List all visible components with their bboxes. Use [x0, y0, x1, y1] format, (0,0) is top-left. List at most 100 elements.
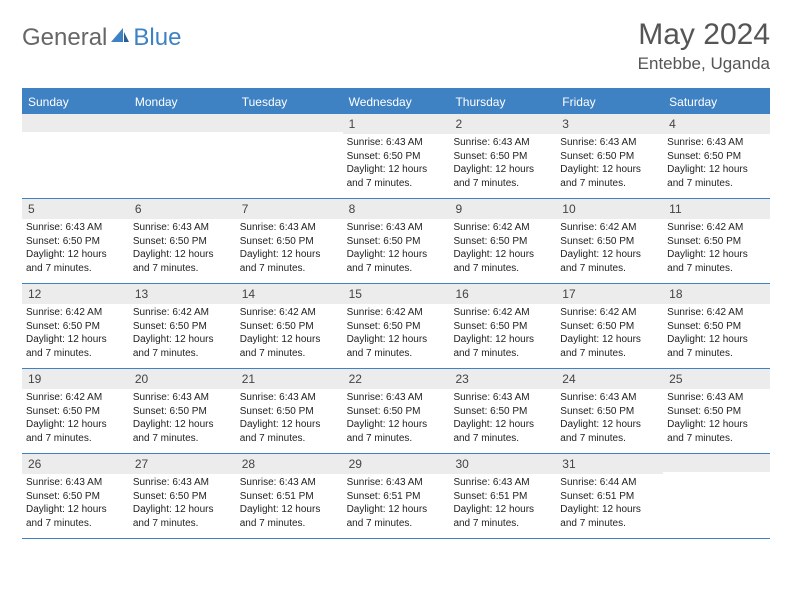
daylight-line: Daylight: 12 hours and 7 minutes. [560, 163, 659, 190]
day-number: 14 [236, 284, 343, 304]
daylight-line: Daylight: 12 hours and 7 minutes. [560, 418, 659, 445]
day-cell: 6Sunrise: 6:43 AMSunset: 6:50 PMDaylight… [129, 199, 236, 283]
sunrise-line: Sunrise: 6:43 AM [560, 136, 659, 150]
daylight-line: Daylight: 12 hours and 7 minutes. [560, 248, 659, 275]
day-number: 12 [22, 284, 129, 304]
sunrise-line: Sunrise: 6:42 AM [240, 306, 339, 320]
day-header-wednesday: Wednesday [343, 90, 450, 114]
week-row: 19Sunrise: 6:42 AMSunset: 6:50 PMDayligh… [22, 369, 770, 454]
day-cell: 11Sunrise: 6:42 AMSunset: 6:50 PMDayligh… [663, 199, 770, 283]
week-row: 1Sunrise: 6:43 AMSunset: 6:50 PMDaylight… [22, 114, 770, 199]
sunrise-line: Sunrise: 6:42 AM [667, 306, 766, 320]
week-row: 12Sunrise: 6:42 AMSunset: 6:50 PMDayligh… [22, 284, 770, 369]
daylight-line: Daylight: 12 hours and 7 minutes. [133, 503, 232, 530]
sunset-line: Sunset: 6:50 PM [560, 235, 659, 249]
day-cell: 26Sunrise: 6:43 AMSunset: 6:50 PMDayligh… [22, 454, 129, 538]
day-cell: 7Sunrise: 6:43 AMSunset: 6:50 PMDaylight… [236, 199, 343, 283]
sunset-line: Sunset: 6:50 PM [560, 405, 659, 419]
sunset-line: Sunset: 6:50 PM [133, 235, 232, 249]
daylight-line: Daylight: 12 hours and 7 minutes. [26, 503, 125, 530]
day-number: 21 [236, 369, 343, 389]
sunrise-line: Sunrise: 6:43 AM [453, 476, 552, 490]
day-number: 27 [129, 454, 236, 474]
day-body: Sunrise: 6:43 AMSunset: 6:50 PMDaylight:… [236, 219, 343, 279]
sunrise-line: Sunrise: 6:43 AM [453, 391, 552, 405]
sunset-line: Sunset: 6:50 PM [667, 405, 766, 419]
day-cell: 20Sunrise: 6:43 AMSunset: 6:50 PMDayligh… [129, 369, 236, 453]
sunrise-line: Sunrise: 6:43 AM [667, 136, 766, 150]
day-header-tuesday: Tuesday [236, 90, 343, 114]
day-number: 23 [449, 369, 556, 389]
sunrise-line: Sunrise: 6:42 AM [26, 306, 125, 320]
sunrise-line: Sunrise: 6:43 AM [347, 391, 446, 405]
day-cell: 2Sunrise: 6:43 AMSunset: 6:50 PMDaylight… [449, 114, 556, 198]
sunset-line: Sunset: 6:50 PM [26, 490, 125, 504]
sunset-line: Sunset: 6:50 PM [26, 405, 125, 419]
sunset-line: Sunset: 6:50 PM [667, 320, 766, 334]
day-header-sunday: Sunday [22, 90, 129, 114]
day-number: 7 [236, 199, 343, 219]
sunset-line: Sunset: 6:50 PM [453, 235, 552, 249]
day-body: Sunrise: 6:43 AMSunset: 6:50 PMDaylight:… [663, 134, 770, 194]
day-body: Sunrise: 6:43 AMSunset: 6:50 PMDaylight:… [22, 474, 129, 534]
daylight-line: Daylight: 12 hours and 7 minutes. [26, 333, 125, 360]
sunrise-line: Sunrise: 6:43 AM [453, 136, 552, 150]
sunrise-line: Sunrise: 6:43 AM [347, 136, 446, 150]
day-number [22, 114, 129, 132]
sunset-line: Sunset: 6:50 PM [453, 320, 552, 334]
sunrise-line: Sunrise: 6:42 AM [560, 221, 659, 235]
week-row: 5Sunrise: 6:43 AMSunset: 6:50 PMDaylight… [22, 199, 770, 284]
day-number [236, 114, 343, 132]
day-header-saturday: Saturday [663, 90, 770, 114]
daylight-line: Daylight: 12 hours and 7 minutes. [133, 248, 232, 275]
day-cell: 8Sunrise: 6:43 AMSunset: 6:50 PMDaylight… [343, 199, 450, 283]
day-number: 1 [343, 114, 450, 134]
sunrise-line: Sunrise: 6:44 AM [560, 476, 659, 490]
day-body: Sunrise: 6:43 AMSunset: 6:50 PMDaylight:… [663, 389, 770, 449]
sunrise-line: Sunrise: 6:43 AM [26, 476, 125, 490]
sunset-line: Sunset: 6:50 PM [667, 150, 766, 164]
day-cell: 10Sunrise: 6:42 AMSunset: 6:50 PMDayligh… [556, 199, 663, 283]
day-body: Sunrise: 6:43 AMSunset: 6:50 PMDaylight:… [449, 134, 556, 194]
day-number: 31 [556, 454, 663, 474]
sunset-line: Sunset: 6:50 PM [26, 235, 125, 249]
sunset-line: Sunset: 6:50 PM [560, 320, 659, 334]
day-body: Sunrise: 6:42 AMSunset: 6:50 PMDaylight:… [556, 219, 663, 279]
sunrise-line: Sunrise: 6:43 AM [240, 391, 339, 405]
day-header-friday: Friday [556, 90, 663, 114]
daylight-line: Daylight: 12 hours and 7 minutes. [453, 503, 552, 530]
day-body: Sunrise: 6:43 AMSunset: 6:50 PMDaylight:… [449, 389, 556, 449]
sunrise-line: Sunrise: 6:42 AM [26, 391, 125, 405]
sunset-line: Sunset: 6:50 PM [133, 320, 232, 334]
day-number: 6 [129, 199, 236, 219]
day-body: Sunrise: 6:43 AMSunset: 6:50 PMDaylight:… [129, 389, 236, 449]
sunset-line: Sunset: 6:51 PM [560, 490, 659, 504]
day-cell: 16Sunrise: 6:42 AMSunset: 6:50 PMDayligh… [449, 284, 556, 368]
day-cell: 4Sunrise: 6:43 AMSunset: 6:50 PMDaylight… [663, 114, 770, 198]
day-number: 22 [343, 369, 450, 389]
day-body: Sunrise: 6:43 AMSunset: 6:50 PMDaylight:… [556, 134, 663, 194]
sunset-line: Sunset: 6:50 PM [240, 320, 339, 334]
daylight-line: Daylight: 12 hours and 7 minutes. [347, 333, 446, 360]
day-number: 15 [343, 284, 450, 304]
daylight-line: Daylight: 12 hours and 7 minutes. [347, 248, 446, 275]
day-body: Sunrise: 6:43 AMSunset: 6:50 PMDaylight:… [343, 219, 450, 279]
daylight-line: Daylight: 12 hours and 7 minutes. [26, 248, 125, 275]
day-body: Sunrise: 6:43 AMSunset: 6:50 PMDaylight:… [129, 219, 236, 279]
sunrise-line: Sunrise: 6:43 AM [240, 221, 339, 235]
logo: General Blue [22, 18, 181, 52]
daylight-line: Daylight: 12 hours and 7 minutes. [347, 503, 446, 530]
day-cell [129, 114, 236, 198]
sunset-line: Sunset: 6:51 PM [347, 490, 446, 504]
sunrise-line: Sunrise: 6:43 AM [133, 476, 232, 490]
day-cell [22, 114, 129, 198]
sail-icon [109, 26, 131, 51]
daylight-line: Daylight: 12 hours and 7 minutes. [240, 418, 339, 445]
sunrise-line: Sunrise: 6:43 AM [560, 391, 659, 405]
day-number: 19 [22, 369, 129, 389]
day-cell: 29Sunrise: 6:43 AMSunset: 6:51 PMDayligh… [343, 454, 450, 538]
day-header-thursday: Thursday [449, 90, 556, 114]
month-title: May 2024 [638, 18, 770, 52]
day-header-row: SundayMondayTuesdayWednesdayThursdayFrid… [22, 90, 770, 114]
sunrise-line: Sunrise: 6:42 AM [667, 221, 766, 235]
